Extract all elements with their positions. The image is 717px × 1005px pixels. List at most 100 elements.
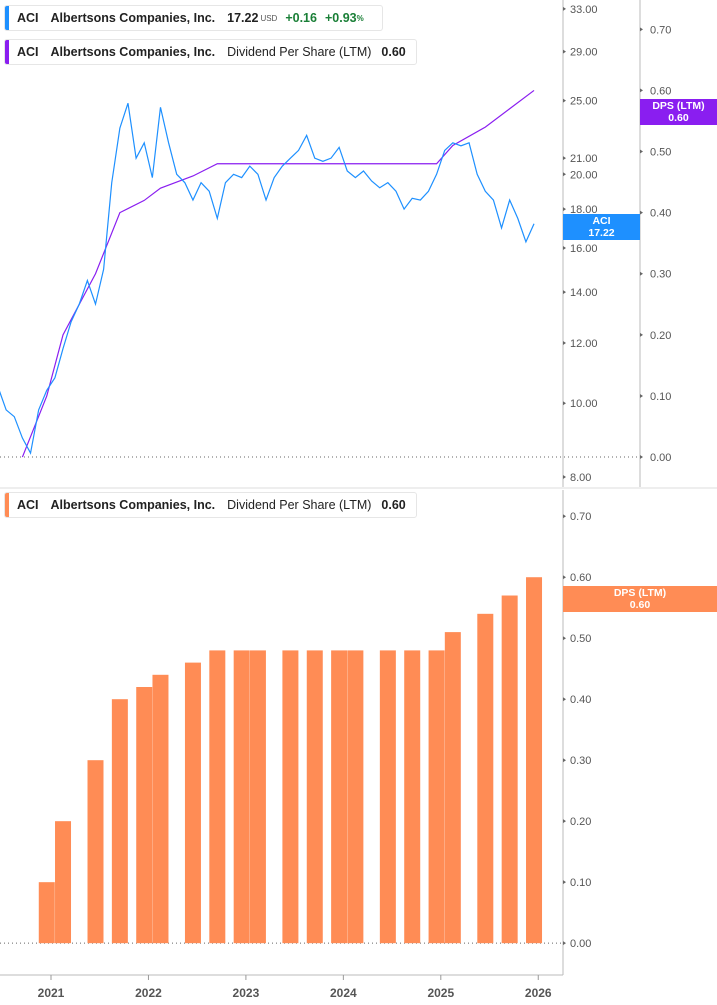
dps-bar — [501, 595, 518, 944]
tick-mark — [563, 941, 566, 946]
tick-mark — [640, 271, 643, 276]
price-tag-value: 17.22 — [588, 227, 615, 239]
price-tick-label: 14.00 — [570, 287, 598, 299]
dps-bar — [347, 650, 364, 944]
dps-bar — [249, 650, 266, 944]
dps-bar — [111, 699, 128, 944]
dps-bar — [477, 613, 494, 944]
dps-bar — [379, 650, 396, 944]
dps-bar — [444, 632, 461, 944]
dps-bar — [526, 577, 543, 944]
dps-tick-label: 0.00 — [650, 452, 671, 464]
dps-bar — [152, 674, 169, 944]
price-tick-label: 16.00 — [570, 243, 598, 255]
bar-tick-label: 0.40 — [570, 694, 591, 706]
price-tick-label: 12.00 — [570, 338, 598, 350]
dps-bar — [38, 882, 55, 944]
dps-tick-label: 0.40 — [650, 208, 671, 220]
tick-mark — [563, 156, 566, 161]
tick-mark — [563, 819, 566, 824]
dps-tag-bottom: DPS (LTM) 0.60 — [563, 586, 717, 612]
x-tick-label: 2026 — [525, 986, 552, 1000]
tick-mark — [563, 697, 566, 702]
legend-dps-top[interactable]: ACI Albertsons Companies, Inc. Dividend … — [4, 39, 417, 65]
tick-mark — [640, 332, 643, 337]
bar-tick-label: 0.20 — [570, 816, 591, 828]
dps-tick-label: 0.20 — [650, 330, 671, 342]
tick-mark — [563, 245, 566, 250]
dps-tag-value: 0.60 — [629, 599, 651, 611]
dps-tick-label: 0.60 — [650, 85, 671, 97]
metric-value: 0.60 — [381, 498, 406, 512]
x-tick-label: 2025 — [427, 986, 454, 1000]
metric-name: Dividend Per Share (LTM) — [227, 45, 372, 59]
series-color-marker — [5, 6, 9, 30]
tick-mark — [563, 207, 566, 212]
dps-tick-label: 0.70 — [650, 24, 671, 36]
dps-bar — [282, 650, 299, 944]
tick-mark — [640, 210, 643, 215]
dps-tag-label: DPS (LTM) — [652, 100, 705, 112]
bar-tick-label: 0.50 — [570, 633, 591, 645]
dps-tag-top: DPS (LTM) 0.60 — [640, 99, 717, 125]
tick-mark — [640, 455, 643, 460]
tick-mark — [563, 49, 566, 54]
tick-mark — [640, 27, 643, 32]
bar-tick-label: 0.10 — [570, 877, 591, 889]
price-tick-label: 33.00 — [570, 4, 598, 16]
dps-bar — [209, 650, 226, 944]
series-color-marker — [5, 493, 9, 517]
tick-mark — [563, 401, 566, 406]
tick-mark — [563, 514, 566, 519]
bar-tick-label: 0.70 — [570, 511, 591, 523]
price: 17.22 — [227, 11, 259, 25]
price-tick-label: 10.00 — [570, 398, 598, 410]
legend-price[interactable]: ACI Albertsons Companies, Inc. 17.22 USD… — [4, 5, 383, 31]
bar-tick-label: 0.00 — [570, 938, 591, 950]
tick-mark — [563, 880, 566, 885]
ticker: ACI — [17, 498, 39, 512]
metric-name: Dividend Per Share (LTM) — [227, 498, 372, 512]
dps-tick-label: 0.10 — [650, 391, 671, 403]
price-tick-label: 20.00 — [570, 169, 598, 181]
tick-mark — [640, 149, 643, 154]
x-tick-label: 2022 — [135, 986, 162, 1000]
dps-tick-label: 0.50 — [650, 147, 671, 159]
dps-tag-label: DPS (LTM) — [613, 587, 667, 599]
company-name: Albertsons Companies, Inc. — [50, 45, 216, 59]
price-tick-label: 29.00 — [570, 47, 598, 59]
dps-bar — [136, 687, 153, 944]
ticker: ACI — [17, 45, 39, 59]
price-tick-label: 8.00 — [570, 472, 591, 484]
x-tick-label: 2023 — [233, 986, 260, 1000]
price-tag-label: ACI — [592, 215, 611, 227]
dps-line — [21, 89, 535, 458]
tick-mark — [563, 758, 566, 763]
pct-sign: % — [356, 13, 364, 23]
tick-mark — [563, 636, 566, 641]
currency: USD — [260, 13, 278, 23]
dps-bar — [306, 650, 323, 944]
company-name: Albertsons Companies, Inc. — [50, 11, 216, 25]
dps-tag-value: 0.60 — [668, 112, 689, 124]
company-name: Albertsons Companies, Inc. — [50, 498, 216, 512]
tick-mark — [563, 98, 566, 103]
tick-mark — [640, 393, 643, 398]
tick-mark — [563, 290, 566, 295]
price-tick-label: 18.00 — [570, 204, 598, 216]
legend-dps-bottom[interactable]: ACI Albertsons Companies, Inc. Dividend … — [4, 492, 417, 518]
x-tick-label: 2021 — [38, 986, 65, 1000]
tick-mark — [640, 88, 643, 93]
dps-bar — [428, 650, 445, 944]
tick-mark — [563, 474, 566, 479]
dps-bar — [87, 760, 104, 944]
tick-mark — [563, 575, 566, 580]
dps-tick-label: 0.30 — [650, 269, 671, 281]
price-change: +0.16 — [285, 11, 317, 25]
tick-mark — [563, 341, 566, 346]
price-line — [0, 103, 535, 455]
price-change-pct: +0.93 — [324, 11, 357, 25]
dps-bar — [55, 821, 72, 944]
ticker: ACI — [17, 11, 39, 25]
dps-bar — [331, 650, 348, 944]
